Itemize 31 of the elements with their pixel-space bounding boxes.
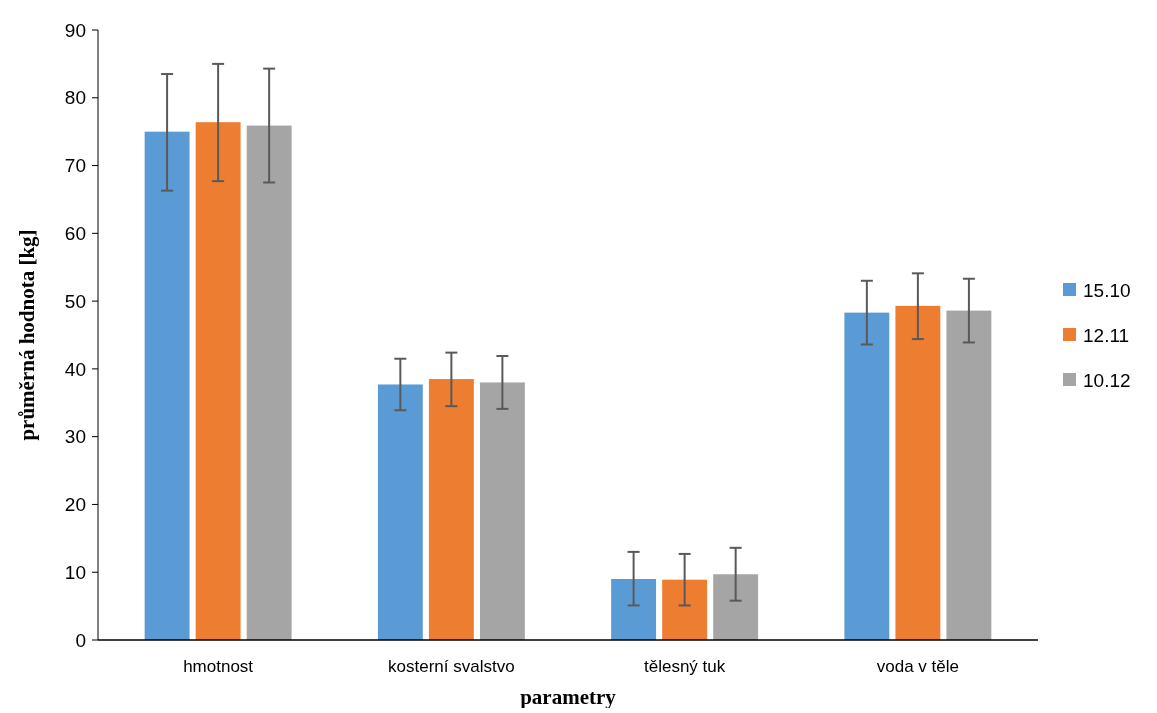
x-tick-label: kosterní svalstvo	[388, 657, 515, 676]
x-axis-title: parametry	[520, 685, 617, 709]
legend-label: 15.10	[1083, 279, 1131, 301]
bar	[144, 131, 190, 640]
x-tick-label: tělesný tuk	[643, 657, 726, 676]
legend-label: 10.12	[1083, 369, 1131, 391]
bar	[713, 574, 759, 640]
bar	[479, 382, 525, 640]
x-tick-label: hmotnost	[183, 657, 254, 676]
bar	[246, 125, 292, 640]
y-tick-label: 0	[75, 629, 86, 651]
y-tick-label: 10	[64, 561, 86, 583]
legend-label: 12.11	[1083, 324, 1130, 346]
y-axis-title: průměrná hodnota [kg]	[15, 229, 39, 441]
bar	[844, 312, 890, 640]
x-tick-label: voda v těle	[876, 657, 959, 676]
bar	[895, 305, 941, 640]
y-tick-label: 40	[64, 358, 86, 380]
bar	[946, 310, 992, 640]
bar	[195, 122, 241, 640]
y-tick-label: 70	[64, 155, 86, 177]
y-tick-label: 90	[64, 19, 86, 41]
bar	[377, 384, 423, 640]
y-tick-label: 60	[64, 222, 86, 244]
bar	[611, 579, 657, 640]
y-tick-label: 80	[64, 87, 86, 109]
y-tick-label: 20	[64, 494, 86, 516]
bar	[428, 379, 474, 640]
y-tick-label: 50	[64, 290, 86, 312]
bar	[662, 579, 708, 640]
y-tick-label: 30	[64, 426, 86, 448]
